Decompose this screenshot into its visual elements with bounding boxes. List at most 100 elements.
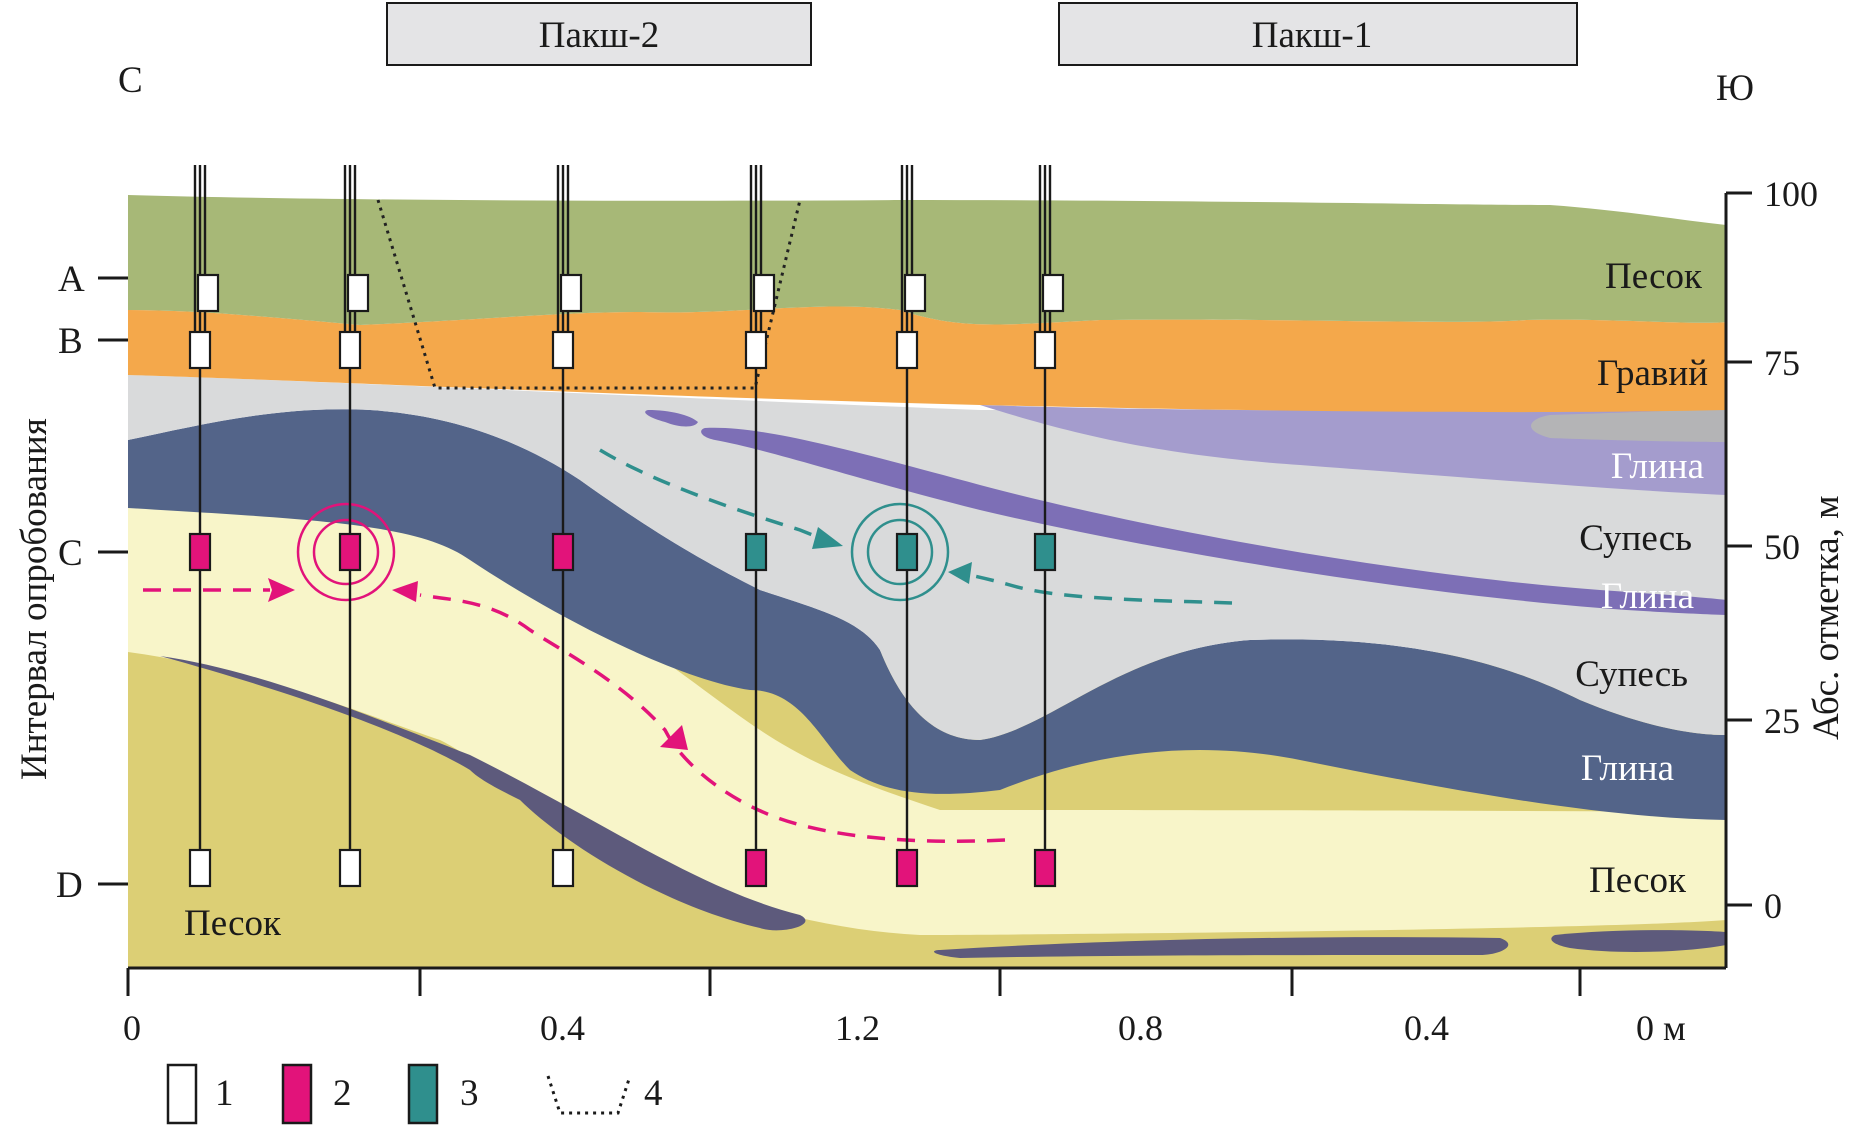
- flow-arrowheads: [268, 527, 972, 750]
- layers: [128, 195, 1726, 968]
- layer-grey-lens: [1531, 408, 1726, 442]
- borehole-1: [188, 165, 220, 888]
- legend-swatch-teal: [407, 1063, 439, 1125]
- layer-clay-main: [128, 409, 1726, 820]
- elev-tick-0: 0: [1764, 886, 1782, 926]
- interval-label-c: C: [58, 533, 83, 574]
- arrowhead-teal-right: [948, 562, 972, 584]
- label-clay-thin: Глина: [1601, 576, 1694, 617]
- label-sand-bottom: Песок: [184, 903, 282, 944]
- sampler-d-white: [551, 848, 575, 888]
- sampler-d-magenta: [1033, 848, 1057, 888]
- legend-swatch-packer: [546, 1075, 632, 1115]
- sampler-d-white: [338, 848, 362, 888]
- layer-gravel: [128, 306, 1726, 413]
- sampler-b-white: [744, 330, 768, 370]
- packer-1-box: [1058, 2, 1578, 66]
- elev-tick-75: 75: [1764, 343, 1800, 383]
- magenta-flow-main: [419, 593, 1006, 844]
- legend-num-3: 3: [460, 1073, 479, 1114]
- sampling-axis-title: Интервал опробования: [14, 418, 55, 780]
- dist-tick-3: 0.8: [1118, 1008, 1163, 1048]
- sampler-a-white: [752, 273, 776, 313]
- teal-flow-right: [959, 571, 1233, 605]
- label-sand-lower: Песок: [1589, 860, 1687, 901]
- target-magenta-outer: [296, 502, 396, 602]
- target-circles: [296, 502, 950, 602]
- packer-outline: [376, 199, 802, 390]
- packer-1-label: Пакш-1: [1252, 15, 1372, 56]
- arrowhead-teal-left: [812, 527, 843, 549]
- sampler-a-white: [346, 273, 370, 313]
- sampler-b-white: [188, 330, 212, 370]
- arrowhead-magenta-mid: [660, 725, 688, 750]
- layer-labels: Песок Гравий Глина Супесь Глина Супесь Г…: [184, 256, 1708, 944]
- label-gravel: Гравий: [1597, 353, 1708, 394]
- axes: [98, 191, 1752, 996]
- direction-south: Ю: [1716, 68, 1754, 109]
- sampler-b-white: [551, 330, 575, 370]
- elev-tick-50: 50: [1764, 527, 1800, 567]
- layer-sand-top: [128, 195, 1726, 325]
- elev-tick-25: 25: [1764, 701, 1800, 741]
- label-clay-right: Глина: [1611, 446, 1704, 487]
- sampler-a-white: [903, 273, 927, 313]
- sampler-a-white: [1041, 273, 1065, 313]
- legend-swatch-magenta: [281, 1063, 313, 1125]
- target-teal-inner: [866, 518, 934, 586]
- layer-clay-thin: [701, 427, 1726, 615]
- layer-clay-bottom-lens-2: [934, 937, 1509, 958]
- layer-clay-bottom-lens: [160, 656, 806, 931]
- dist-tick-0: 0: [123, 1008, 141, 1048]
- packer-2-box: [386, 2, 812, 66]
- sampler-c-magenta: [188, 532, 212, 572]
- label-sand-top: Песок: [1605, 256, 1703, 297]
- sampler-b-white: [895, 330, 919, 370]
- teal-flow-left: [599, 448, 821, 540]
- arrowhead-magenta-main-end: [392, 581, 418, 602]
- interval-label-d: D: [56, 865, 83, 906]
- sampler-c-magenta: [338, 532, 362, 572]
- layer-sand-lower: [128, 508, 1726, 935]
- sampler-d-white: [188, 848, 212, 888]
- borehole-4: [744, 165, 776, 888]
- interval-label-a: A: [58, 259, 85, 300]
- dist-tick-5: 0 м: [1636, 1008, 1686, 1048]
- legend-swatch-white: [166, 1063, 198, 1125]
- boreholes: [188, 165, 1065, 888]
- interval-label-b: B: [58, 321, 83, 362]
- borehole-3: [551, 165, 583, 888]
- sampler-c-teal: [895, 532, 919, 572]
- legend: 1 2 3 4: [166, 1063, 663, 1125]
- legend-num-2: 2: [333, 1073, 352, 1114]
- packer-labels: Пакш-2 Пакш-1: [386, 2, 1578, 66]
- packer-2-label: Пакш-2: [539, 15, 659, 56]
- flow-arrows: [143, 448, 1233, 844]
- target-teal-outer: [850, 502, 950, 602]
- label-sandy-loam-1: Супесь: [1579, 518, 1692, 559]
- layer-clay-bottom-lens-3: [1551, 930, 1726, 952]
- sampler-c-magenta: [551, 532, 575, 572]
- dist-tick-2: 1.2: [835, 1008, 880, 1048]
- borehole-5: [895, 165, 927, 888]
- sampler-a-white: [559, 273, 583, 313]
- dist-tick-1: 0.4: [540, 1008, 585, 1048]
- legend-num-4: 4: [644, 1073, 663, 1114]
- legend-num-1: 1: [215, 1073, 234, 1114]
- target-magenta-inner: [312, 518, 380, 586]
- label-sandy-loam-2: Супесь: [1575, 654, 1688, 695]
- sampler-c-teal: [744, 532, 768, 572]
- elevation-axis-title: Абс. отметка, м: [1806, 495, 1847, 740]
- layer-clay-thin-lens: [645, 410, 698, 427]
- sampler-d-magenta: [895, 848, 919, 888]
- sampler-b-white: [338, 330, 362, 370]
- direction-north: С: [118, 60, 143, 101]
- arrowhead-magenta-left: [268, 578, 295, 602]
- sampler-d-magenta: [744, 848, 768, 888]
- borehole-6: [1033, 165, 1065, 888]
- sampler-b-white: [1033, 330, 1057, 370]
- sampler-a-white: [196, 273, 220, 313]
- dist-tick-4: 0.4: [1404, 1008, 1449, 1048]
